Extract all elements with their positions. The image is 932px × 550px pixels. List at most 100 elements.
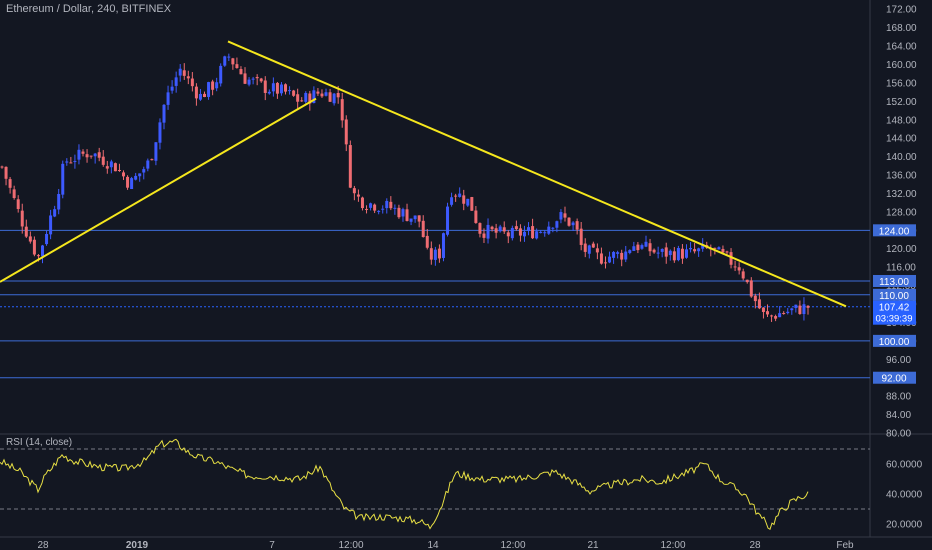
last-price-badge (873, 300, 916, 325)
candle-body (332, 93, 336, 104)
candle-body (320, 93, 324, 97)
candle-body (745, 279, 749, 283)
candle-body (271, 83, 275, 92)
candle-body (502, 227, 506, 232)
candle-body (721, 248, 725, 253)
candle-body (8, 179, 12, 188)
candle-body (753, 295, 757, 302)
price-tick-label: 120.00 (886, 244, 917, 255)
candle-body (69, 162, 73, 164)
candle-body (563, 213, 567, 218)
candle-body (126, 176, 130, 188)
candle-body (672, 251, 676, 261)
chart-title: Ethereum / Dollar, 240, BITFINEX (6, 3, 172, 15)
candle-body (761, 307, 765, 312)
candle-body (344, 119, 348, 145)
price-tick-label: 96.00 (886, 355, 911, 366)
candle-body (624, 251, 628, 260)
candle-body (122, 172, 126, 177)
candle-body (328, 92, 332, 102)
level-badge-label: 92.00 (881, 374, 906, 385)
candle-body (684, 249, 688, 258)
candle-body (105, 166, 109, 169)
price-tick-label: 128.00 (886, 207, 917, 218)
candle-body (255, 76, 259, 79)
time-tick-label: 28 (749, 540, 761, 550)
candle-body (89, 155, 93, 157)
candle-body (24, 226, 28, 237)
candle-body (741, 271, 745, 279)
candle-body (227, 56, 231, 58)
candle-body (49, 215, 53, 235)
level-badge (873, 288, 916, 301)
price-tick-label: 148.00 (886, 115, 917, 126)
candle-body (514, 226, 518, 230)
candle-body (506, 232, 510, 237)
candle-body (527, 227, 531, 231)
last-price-label: 107.42 (879, 303, 910, 314)
candle-body (263, 80, 267, 93)
price-tick-label: 132.00 (886, 189, 917, 200)
candle-body (535, 231, 539, 239)
candle-body (701, 244, 705, 249)
candle-body (20, 210, 24, 227)
candle-body (518, 228, 522, 236)
candle-body (235, 64, 239, 68)
level-badge-label: 124.00 (879, 226, 910, 237)
candle-body (595, 248, 599, 253)
candle-body (142, 169, 146, 173)
candle-body (644, 241, 648, 247)
candle-body (308, 93, 312, 104)
candle-body (154, 142, 158, 161)
candle-body (693, 249, 697, 252)
candle-body (798, 305, 802, 314)
candle-body (85, 154, 89, 158)
candle-body (360, 197, 364, 209)
price-tick-label: 152.00 (886, 97, 917, 108)
candle-body (109, 161, 113, 168)
candle-body (689, 247, 693, 250)
candle-body (65, 161, 69, 163)
time-tick-label: 12:00 (500, 540, 525, 550)
candle-body (494, 228, 498, 233)
candle-body (336, 92, 340, 98)
candle-body (790, 308, 794, 311)
candle-body (158, 122, 162, 143)
candle-body (547, 226, 551, 234)
candle-body (365, 208, 369, 210)
candle-body (462, 195, 466, 204)
candle-body (733, 266, 737, 268)
candle-body (247, 79, 251, 85)
rsi-tick-label: 40.0000 (886, 490, 923, 501)
candle-body (41, 245, 45, 257)
candle-body (774, 316, 778, 319)
candle-body (620, 252, 624, 260)
candle-body (93, 153, 97, 157)
candle-body (397, 207, 401, 218)
candle-body (385, 200, 389, 209)
candle-body (166, 92, 170, 105)
candle-body (437, 248, 441, 259)
candle-body (170, 86, 174, 91)
candle-body (498, 226, 502, 232)
candle-body (583, 243, 587, 252)
candle-body (211, 81, 215, 90)
candle-body (441, 233, 445, 258)
candle-body (786, 311, 790, 314)
candle-body (429, 248, 433, 260)
countdown-label: 03:39:39 (876, 314, 913, 325)
candle-body (292, 90, 296, 96)
candle-body (470, 197, 474, 211)
candle-body (194, 86, 198, 99)
candle-body (312, 90, 316, 104)
candle-body (466, 198, 470, 206)
candle-body (304, 92, 308, 102)
candle-body (57, 193, 61, 210)
candle-body (101, 156, 105, 165)
candle-body (458, 193, 462, 197)
candle-body (389, 201, 393, 209)
candle-body (490, 226, 494, 230)
candle-body (697, 248, 701, 252)
